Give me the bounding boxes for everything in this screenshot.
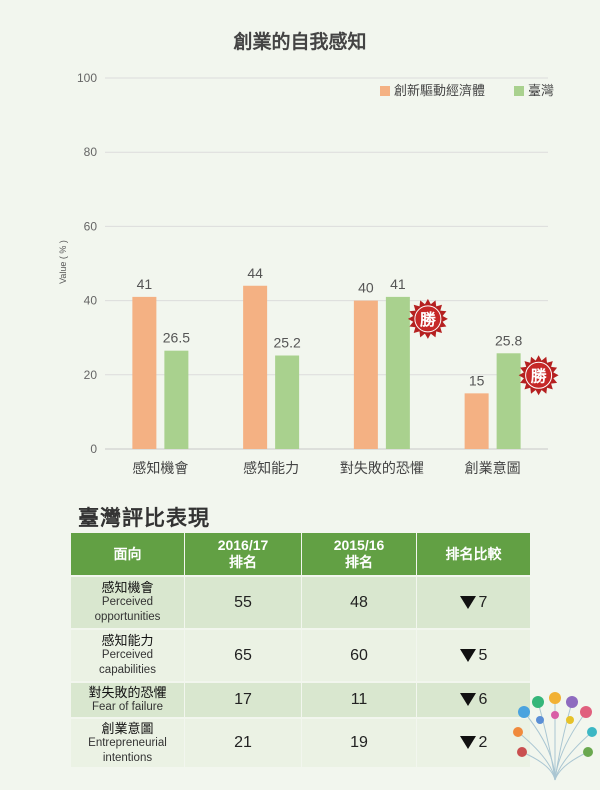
down-triangle-icon (459, 693, 476, 707)
header-rank-compare: 排名比較 (417, 533, 530, 577)
data-label: 15 (469, 372, 485, 388)
data-label: 25.2 (274, 335, 301, 351)
y-tick-label: 40 (84, 294, 98, 308)
network-logo-icon (513, 692, 597, 781)
y-tick-label: 0 (90, 442, 97, 456)
data-label: 41 (137, 276, 153, 292)
y-tick-label: 20 (84, 368, 98, 382)
legend-label: 臺灣 (528, 83, 554, 98)
ranking-table: 面向 2016/17 排名 2015/16 排名 排名比較 感知機會 Perceive… (71, 533, 530, 769)
data-labels: 41 26.5 44 25.2 40 41 15 25.8 (137, 265, 523, 389)
legend-swatch (514, 86, 524, 96)
row-aspect: 創業意圖 Entrepreneurial intentions (71, 719, 185, 769)
bar-innovation (353, 300, 378, 449)
bars (132, 285, 521, 449)
row-rank-2016: 65 (185, 630, 302, 683)
x-tick-label: 創業意圖 (465, 460, 521, 476)
row-rank-change: 7 (417, 577, 530, 630)
bar-innovation (243, 285, 268, 449)
x-tick-label: 對失敗的恐懼 (340, 460, 424, 476)
legend-swatch (380, 86, 390, 96)
row-rank-2015: 60 (302, 630, 417, 683)
row-aspect: 對失敗的恐懼 Fear of failure (71, 683, 185, 719)
table-row: 感知能力 Perceived capabilities 65 60 5 (71, 630, 530, 683)
table-row: 對失敗的恐懼 Fear of failure 17 11 6 (71, 683, 530, 719)
y-axis-ticks: 0 20 40 60 80 100 (77, 71, 97, 456)
down-triangle-icon (459, 595, 476, 609)
bar-taiwan (275, 355, 300, 449)
y-tick-label: 60 (84, 219, 98, 233)
bar-chart: 創業的自我感知 0 20 40 60 80 100 Value ( % ) 創新驅動經濟體… (58, 30, 559, 476)
x-tick-label: 感知機會 (132, 460, 188, 476)
bar-taiwan (496, 353, 521, 449)
chart-title: 創業的自我感知 (233, 30, 366, 53)
x-axis-ticks: 感知機會 感知能力 對失敗的恐懼 創業意圖 (132, 460, 520, 476)
y-tick-label: 100 (77, 71, 97, 85)
legend-label: 創新驅動經濟體 (394, 83, 485, 98)
row-rank-change: 2 (417, 719, 530, 769)
down-triangle-icon (459, 648, 476, 662)
bar-innovation (132, 296, 157, 449)
row-rank-2016: 21 (185, 719, 302, 769)
y-tick-label: 80 (84, 145, 98, 159)
row-rank-2015: 11 (302, 683, 417, 719)
row-rank-change: 6 (417, 683, 530, 719)
down-triangle-icon (459, 736, 476, 750)
y-axis-label: Value ( % ) (58, 240, 68, 284)
header-rank-2016: 2016/17 排名 (185, 533, 302, 577)
data-label: 26.5 (163, 330, 190, 346)
data-label: 41 (390, 276, 406, 292)
row-rank-2016: 55 (185, 577, 302, 630)
row-aspect: 感知能力 Perceived capabilities (71, 630, 185, 683)
win-badge-text: 勝 (420, 310, 437, 329)
table-row: 創業意圖 Entrepreneurial intentions 21 19 2 (71, 719, 530, 769)
bar-innovation (464, 393, 489, 449)
table-title: 臺灣評比表現 (78, 507, 210, 530)
data-label: 25.8 (495, 332, 522, 348)
header-aspect: 面向 (71, 533, 185, 577)
row-aspect: 感知機會 Perceived opportunities (71, 577, 185, 630)
bar-taiwan (385, 296, 410, 449)
win-badge-circle (414, 305, 442, 333)
data-label: 40 (358, 280, 374, 296)
x-tick-label: 感知能力 (243, 460, 299, 476)
header-rank-2015: 2015/16 排名 (302, 533, 417, 577)
legend: 創新驅動經濟體 臺灣 (380, 83, 554, 98)
row-rank-2016: 17 (185, 683, 302, 719)
win-badge-circle (525, 361, 553, 389)
data-label: 44 (247, 265, 263, 281)
table-row: 感知機會 Perceived opportunities 55 48 7 (71, 577, 530, 630)
win-badges: 勝勝 (407, 298, 559, 396)
row-rank-2015: 48 (302, 577, 417, 630)
win-badge-text: 勝 (531, 366, 548, 385)
table-header-row: 面向 2016/17 排名 2015/16 排名 排名比較 (71, 533, 530, 577)
bar-taiwan (164, 350, 189, 449)
row-rank-change: 5 (417, 630, 530, 683)
row-rank-2015: 19 (302, 719, 417, 769)
